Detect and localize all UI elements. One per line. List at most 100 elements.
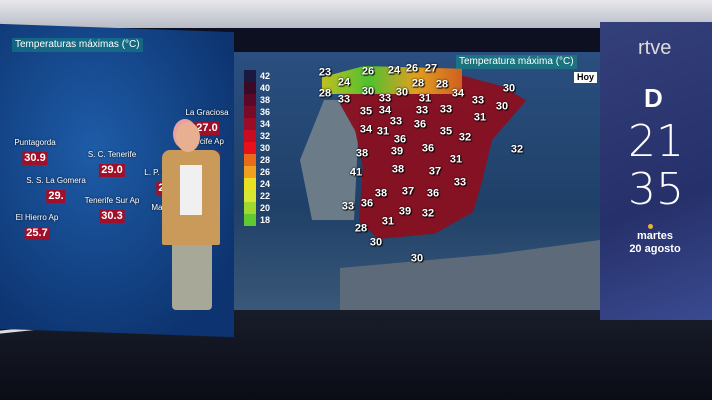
temperature-value: 37 <box>401 185 415 198</box>
temperature-value: 28 <box>318 87 332 100</box>
legend-entry: 20 <box>244 202 270 214</box>
city-name: rrecife Ap <box>190 137 224 146</box>
city-name: S. C. Tenerife <box>87 150 137 159</box>
legend-entry: 32 <box>244 130 270 142</box>
legend-label: 40 <box>260 83 271 93</box>
city-temperature: Tenerife Sur Ap 30.3 <box>84 196 140 224</box>
presenter <box>176 122 200 152</box>
temperature-value: 36 <box>360 197 374 210</box>
temperature-value: 30 <box>495 100 509 113</box>
temperature-value: 28 <box>354 222 368 235</box>
legend-swatch <box>244 202 256 214</box>
legend-label: 42 <box>260 71 271 81</box>
temperature-value: 38 <box>374 187 388 200</box>
temperature-value: 34 <box>451 87 465 100</box>
legend-swatch <box>244 166 256 178</box>
temperature-value: 33 <box>378 92 392 105</box>
map-title: Temperatura máxima (°C) <box>456 55 577 69</box>
legend-entry: 18 <box>244 214 270 226</box>
info-panel <box>600 22 712 320</box>
legend-label: 36 <box>260 107 271 117</box>
legend-swatch <box>244 106 256 118</box>
temperature-value: 28 <box>411 77 425 90</box>
temperature-legend: 42 40 38 36 34 32 30 28 26 24 22 20 18 <box>244 70 270 226</box>
temperature-value: 41 <box>349 166 363 179</box>
legend-entry: 38 <box>244 94 270 106</box>
day-label: Hoy <box>574 72 598 83</box>
temperature-value: 39 <box>398 205 412 218</box>
city-name: La Graciosa <box>185 108 229 117</box>
rtve-logo: rtve <box>638 37 672 59</box>
temperature-value: 33 <box>471 94 485 107</box>
legend-entry: 22 <box>244 190 270 202</box>
temperature-value: 39 <box>390 145 404 158</box>
temperature-value: 36 <box>393 133 407 146</box>
temperature-value: 30 <box>502 82 516 95</box>
temperature-value: 30 <box>361 85 375 98</box>
date: 20 agosto <box>629 243 681 255</box>
temperature-value: 35 <box>359 105 373 118</box>
clock-minute: 35 <box>628 164 684 215</box>
sun-dot-icon <box>648 224 653 229</box>
legend-entry: 28 <box>244 154 270 166</box>
temperature-value: 38 <box>355 147 369 160</box>
legend-swatch <box>244 178 256 190</box>
temperature-value: 30 <box>410 252 424 265</box>
legend-entry: 42 <box>244 70 270 82</box>
temperature-value: 33 <box>389 115 403 128</box>
legend-entry: 26 <box>244 166 270 178</box>
city-value: 25.7 <box>24 227 50 240</box>
temperature-value: 27 <box>424 62 438 75</box>
temperature-value: 26 <box>405 62 419 75</box>
temperature-value: 37 <box>428 165 442 178</box>
left-screen-title: Temperaturas máximas (°C) <box>12 38 143 52</box>
temperature-value: 34 <box>378 104 392 117</box>
presenter <box>180 165 202 215</box>
legend-entry: 34 <box>244 118 270 130</box>
temperature-value: 35 <box>439 125 453 138</box>
temperature-value: 33 <box>439 103 453 116</box>
city-value: 30.9 <box>22 152 48 165</box>
legend-entry: 24 <box>244 178 270 190</box>
temperature-value: 23 <box>318 66 332 79</box>
legend-entry: 30 <box>244 142 270 154</box>
legend-label: 30 <box>260 143 271 153</box>
legend-swatch <box>244 142 256 154</box>
temperature-value: 34 <box>359 123 373 136</box>
weekday: martes <box>636 230 674 242</box>
temperature-value: 33 <box>453 176 467 189</box>
city-temperature: S. C. Tenerife 29.0 <box>88 150 136 178</box>
temperature-value: 32 <box>421 207 435 220</box>
legend-swatch <box>244 94 256 106</box>
legend-label: 20 <box>260 203 271 213</box>
studio-ceiling <box>0 0 712 28</box>
legend-swatch <box>244 82 256 94</box>
city-name: S. S. La Gomera <box>26 176 86 185</box>
temperature-value: 31 <box>418 92 432 105</box>
temperature-value: 24 <box>387 64 401 77</box>
temperature-value: 38 <box>391 163 405 176</box>
legend-label: 34 <box>260 119 271 129</box>
temperature-value: 32 <box>458 131 472 144</box>
city-temperature: El Hierro Ap 25.7 <box>16 213 58 241</box>
city-temperature: S. S. La Gomera 29. <box>26 176 86 204</box>
temperature-value: 30 <box>395 86 409 99</box>
legend-swatch <box>244 70 256 82</box>
legend-label: 28 <box>260 155 271 165</box>
temperature-value: 33 <box>341 200 355 213</box>
temperature-value: 33 <box>415 104 429 117</box>
city-value: 27.0 <box>194 122 220 135</box>
legend-label: 22 <box>260 191 271 201</box>
temperature-value: 36 <box>421 142 435 155</box>
legend-swatch <box>244 214 256 226</box>
city-name: Tenerife Sur Ap <box>84 196 140 205</box>
legend-swatch <box>244 130 256 142</box>
city-value: 29.0 <box>99 164 125 177</box>
city-name: Puntagorda <box>14 138 56 147</box>
temperature-value: 36 <box>413 118 427 131</box>
temperature-value: 26 <box>361 65 375 78</box>
temperature-value: 28 <box>435 78 449 91</box>
city-temperature: La Graciosa 27.0 <box>185 108 229 136</box>
city-temperature: Puntagorda 30.9 <box>14 138 56 166</box>
legend-label: 38 <box>260 95 271 105</box>
